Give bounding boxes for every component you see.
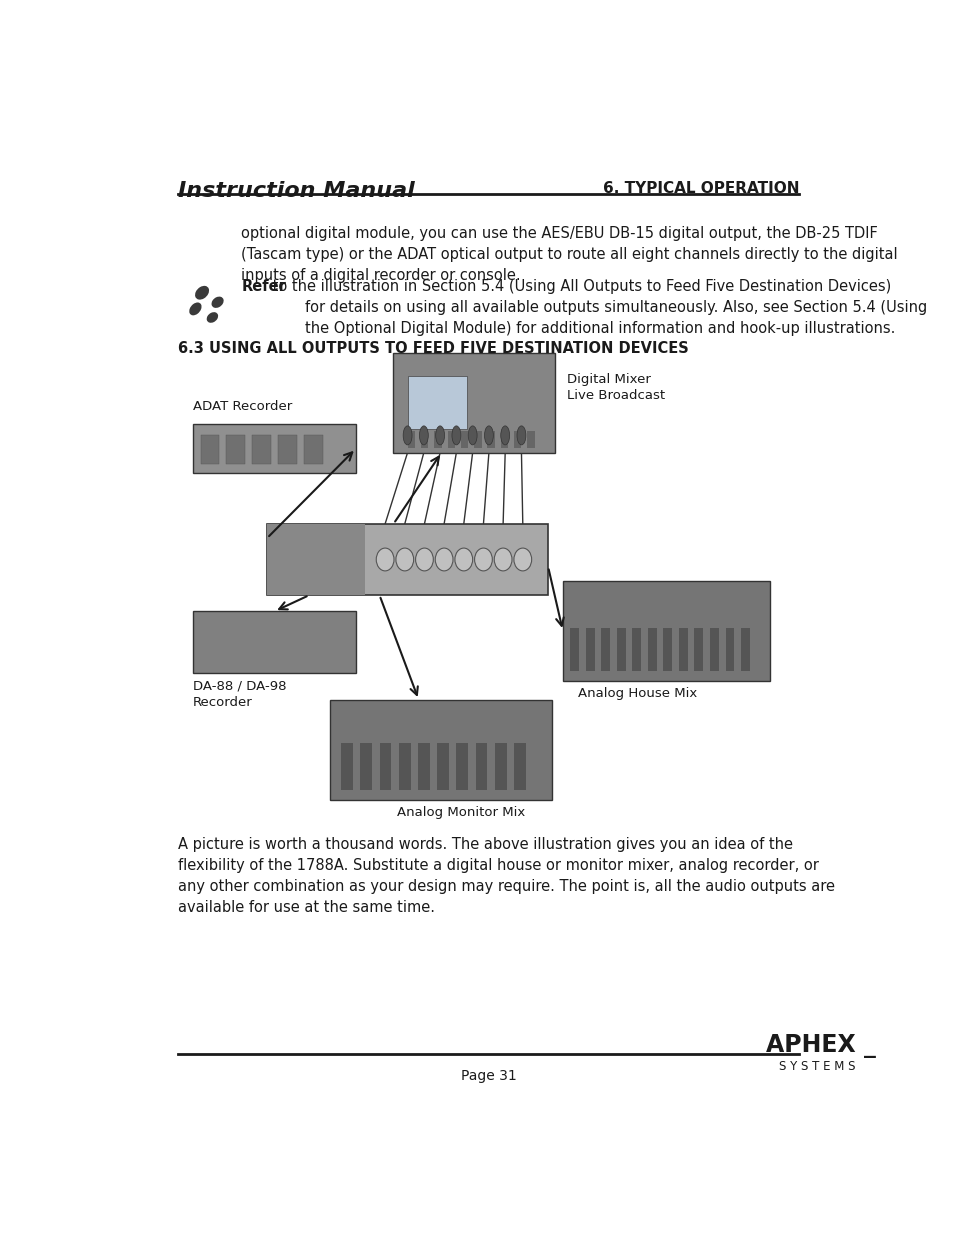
FancyBboxPatch shape bbox=[476, 742, 487, 790]
Ellipse shape bbox=[403, 426, 412, 445]
FancyBboxPatch shape bbox=[740, 629, 749, 672]
Circle shape bbox=[455, 548, 472, 571]
Ellipse shape bbox=[500, 426, 509, 445]
FancyBboxPatch shape bbox=[398, 742, 410, 790]
FancyBboxPatch shape bbox=[600, 629, 610, 672]
FancyBboxPatch shape bbox=[460, 431, 468, 448]
Text: S Y S T E M S: S Y S T E M S bbox=[779, 1060, 855, 1072]
Circle shape bbox=[375, 548, 394, 571]
FancyBboxPatch shape bbox=[495, 742, 506, 790]
Circle shape bbox=[514, 548, 531, 571]
Text: optional digital module, you can use the AES/EBU DB-15 digital output, the DB-25: optional digital module, you can use the… bbox=[241, 226, 897, 283]
FancyBboxPatch shape bbox=[632, 629, 640, 672]
FancyBboxPatch shape bbox=[407, 431, 415, 448]
FancyBboxPatch shape bbox=[514, 742, 525, 790]
Circle shape bbox=[435, 548, 453, 571]
FancyBboxPatch shape bbox=[330, 700, 551, 799]
Text: DA-88 / DA-98
Recorder: DA-88 / DA-98 Recorder bbox=[193, 679, 287, 709]
FancyBboxPatch shape bbox=[617, 629, 625, 672]
FancyBboxPatch shape bbox=[570, 629, 578, 672]
FancyBboxPatch shape bbox=[407, 377, 466, 429]
FancyBboxPatch shape bbox=[487, 431, 495, 448]
Text: APHEX _: APHEX _ bbox=[765, 1034, 875, 1058]
Ellipse shape bbox=[452, 426, 460, 445]
Text: Digital Mixer
Live Broadcast: Digital Mixer Live Broadcast bbox=[566, 373, 664, 403]
Circle shape bbox=[494, 548, 512, 571]
FancyBboxPatch shape bbox=[341, 742, 353, 790]
Text: to the illustration in Section 5.4 (Using All Outputs to Feed Five Destination D: to the illustration in Section 5.4 (Usin… bbox=[268, 279, 926, 336]
FancyBboxPatch shape bbox=[456, 742, 468, 790]
FancyBboxPatch shape bbox=[694, 629, 702, 672]
FancyBboxPatch shape bbox=[585, 629, 594, 672]
FancyBboxPatch shape bbox=[662, 629, 672, 672]
Ellipse shape bbox=[484, 426, 493, 445]
Text: A picture is worth a thousand words. The above illustration gives you an idea of: A picture is worth a thousand words. The… bbox=[178, 836, 835, 915]
FancyBboxPatch shape bbox=[252, 436, 271, 464]
FancyBboxPatch shape bbox=[278, 436, 296, 464]
FancyBboxPatch shape bbox=[500, 431, 508, 448]
Ellipse shape bbox=[189, 303, 201, 315]
FancyBboxPatch shape bbox=[474, 431, 481, 448]
Text: 6.3 USING ALL OUTPUTS TO FEED FIVE DESTINATION DEVICES: 6.3 USING ALL OUTPUTS TO FEED FIVE DESTI… bbox=[178, 341, 688, 356]
FancyBboxPatch shape bbox=[267, 524, 547, 595]
Ellipse shape bbox=[436, 426, 444, 445]
FancyBboxPatch shape bbox=[200, 436, 219, 464]
FancyBboxPatch shape bbox=[709, 629, 719, 672]
Text: ADAT Recorder: ADAT Recorder bbox=[193, 400, 293, 412]
Circle shape bbox=[474, 548, 492, 571]
Text: 6. TYPICAL OPERATION: 6. TYPICAL OPERATION bbox=[602, 182, 799, 196]
FancyBboxPatch shape bbox=[393, 353, 555, 452]
Text: Page 31: Page 31 bbox=[460, 1068, 517, 1083]
Text: Instruction Manual: Instruction Manual bbox=[178, 182, 415, 201]
Ellipse shape bbox=[207, 312, 218, 322]
Text: Refer: Refer bbox=[241, 279, 286, 294]
Text: Analog Monitor Mix: Analog Monitor Mix bbox=[396, 806, 524, 819]
FancyBboxPatch shape bbox=[379, 742, 391, 790]
FancyBboxPatch shape bbox=[226, 436, 245, 464]
Ellipse shape bbox=[419, 426, 428, 445]
Text: Analog House Mix: Analog House Mix bbox=[577, 688, 696, 700]
FancyBboxPatch shape bbox=[193, 424, 355, 473]
Circle shape bbox=[395, 548, 414, 571]
FancyBboxPatch shape bbox=[193, 611, 355, 673]
FancyBboxPatch shape bbox=[267, 524, 365, 595]
Ellipse shape bbox=[468, 426, 476, 445]
FancyBboxPatch shape bbox=[417, 742, 429, 790]
FancyBboxPatch shape bbox=[434, 431, 441, 448]
Ellipse shape bbox=[212, 296, 223, 308]
FancyBboxPatch shape bbox=[527, 431, 535, 448]
FancyBboxPatch shape bbox=[679, 629, 687, 672]
FancyBboxPatch shape bbox=[647, 629, 656, 672]
FancyBboxPatch shape bbox=[724, 629, 734, 672]
FancyBboxPatch shape bbox=[447, 431, 455, 448]
Ellipse shape bbox=[517, 426, 525, 445]
FancyBboxPatch shape bbox=[304, 436, 322, 464]
Ellipse shape bbox=[194, 285, 209, 300]
FancyBboxPatch shape bbox=[514, 431, 521, 448]
FancyBboxPatch shape bbox=[360, 742, 372, 790]
FancyBboxPatch shape bbox=[562, 580, 769, 680]
Circle shape bbox=[416, 548, 433, 571]
FancyBboxPatch shape bbox=[420, 431, 428, 448]
FancyBboxPatch shape bbox=[436, 742, 449, 790]
